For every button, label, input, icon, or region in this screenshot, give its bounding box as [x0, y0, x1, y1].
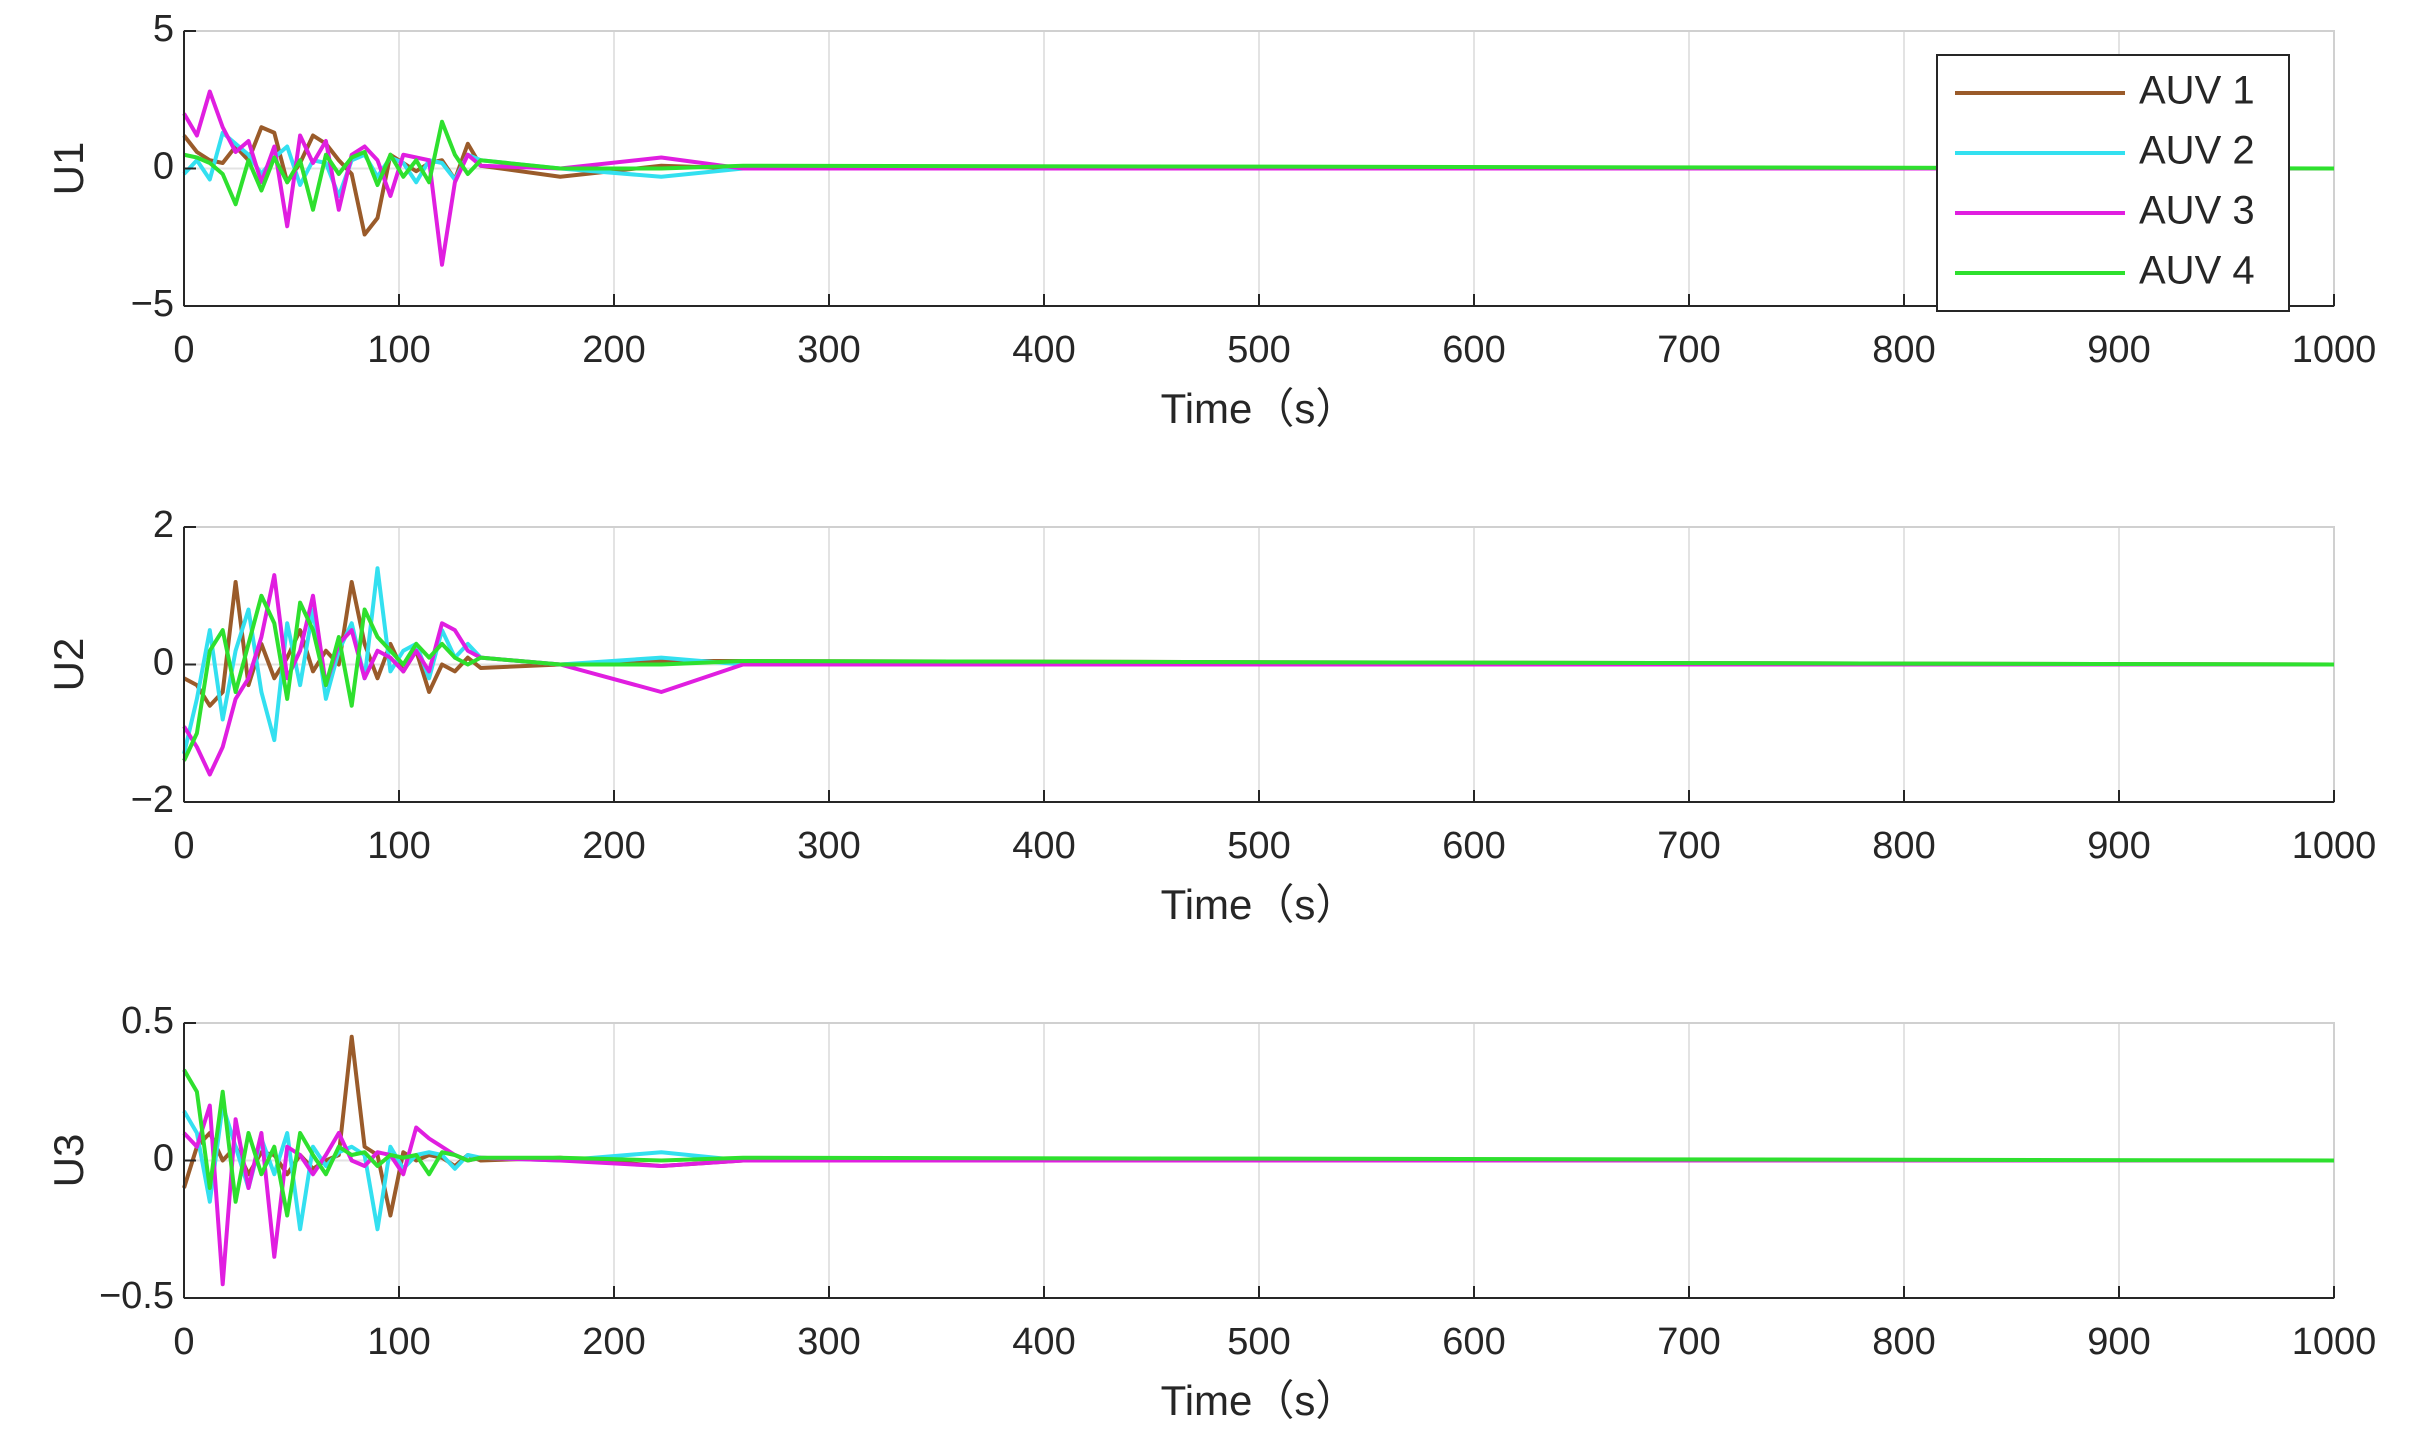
- x-tick-label: 1000: [2292, 329, 2377, 371]
- x-tick-label: 200: [582, 1321, 645, 1363]
- x-tick-label: 800: [1872, 825, 1935, 867]
- x-tick-label: 600: [1442, 329, 1505, 371]
- x-axis-label: Time（s）: [1161, 385, 1358, 432]
- y-tick-label: −5: [131, 283, 174, 325]
- x-tick-label: 0: [173, 329, 194, 371]
- legend-label: AUV 3: [2139, 189, 2255, 233]
- x-tick-label: 900: [2087, 329, 2150, 371]
- x-tick-label: 100: [367, 329, 430, 371]
- x-tick-label: 400: [1012, 1321, 1075, 1363]
- x-tick-label: 900: [2087, 825, 2150, 867]
- x-tick-label: 200: [582, 329, 645, 371]
- x-tick-label: 300: [797, 329, 860, 371]
- x-tick-label: 500: [1227, 329, 1290, 371]
- y-tick-label: −0.5: [99, 1275, 174, 1317]
- y-tick-label: −2: [131, 779, 174, 821]
- x-tick-label: 500: [1227, 1321, 1290, 1363]
- x-tick-label: 700: [1657, 825, 1720, 867]
- x-tick-label: 700: [1657, 1321, 1720, 1363]
- x-tick-label: 400: [1012, 329, 1075, 371]
- data-line: [183, 119, 2335, 212]
- x-tick-label: 100: [367, 825, 430, 867]
- x-tick-label: 300: [797, 1321, 860, 1363]
- data-line: [182, 125, 2334, 237]
- data-line: [182, 1068, 2335, 1218]
- data-line: [182, 130, 2334, 198]
- y-axis-label: U1: [45, 142, 92, 196]
- y-tick-label: 0: [153, 146, 174, 188]
- x-tick-label: 600: [1442, 1321, 1505, 1363]
- y-tick-label: 0: [153, 642, 174, 684]
- y-tick-label: 2: [153, 504, 174, 546]
- x-tick-label: 400: [1012, 825, 1075, 867]
- x-tick-label: 0: [173, 1321, 194, 1363]
- y-axis-label: U3: [45, 1134, 92, 1188]
- x-tick-label: 800: [1872, 329, 1935, 371]
- x-tick-label: 200: [582, 825, 645, 867]
- y-tick-label: 5: [153, 8, 174, 50]
- y-axis-label: U2: [45, 638, 92, 692]
- legend-box: [1936, 54, 2290, 312]
- data-line: [182, 89, 2334, 267]
- x-axis-label: Time（s）: [1161, 1377, 1358, 1424]
- x-tick-label: 1000: [2292, 825, 2377, 867]
- y-tick-label: 0: [153, 1138, 174, 1180]
- x-axis-label: Time（s）: [1161, 881, 1358, 928]
- x-tick-label: 600: [1442, 825, 1505, 867]
- x-tick-label: 700: [1657, 329, 1720, 371]
- x-tick-label: 300: [797, 825, 860, 867]
- x-tick-label: 0: [173, 825, 194, 867]
- x-tick-label: 100: [367, 1321, 430, 1363]
- x-tick-label: 500: [1227, 825, 1290, 867]
- legend-label: AUV 2: [2139, 129, 2255, 173]
- data-line: [182, 593, 2335, 762]
- legend-label: AUV 1: [2139, 69, 2255, 113]
- legend-label: AUV 4: [2139, 249, 2255, 293]
- y-tick-label: 0.5: [121, 1000, 174, 1042]
- x-tick-label: 800: [1872, 1321, 1935, 1363]
- x-tick-label: 1000: [2292, 1321, 2377, 1363]
- x-tick-label: 900: [2087, 1321, 2150, 1363]
